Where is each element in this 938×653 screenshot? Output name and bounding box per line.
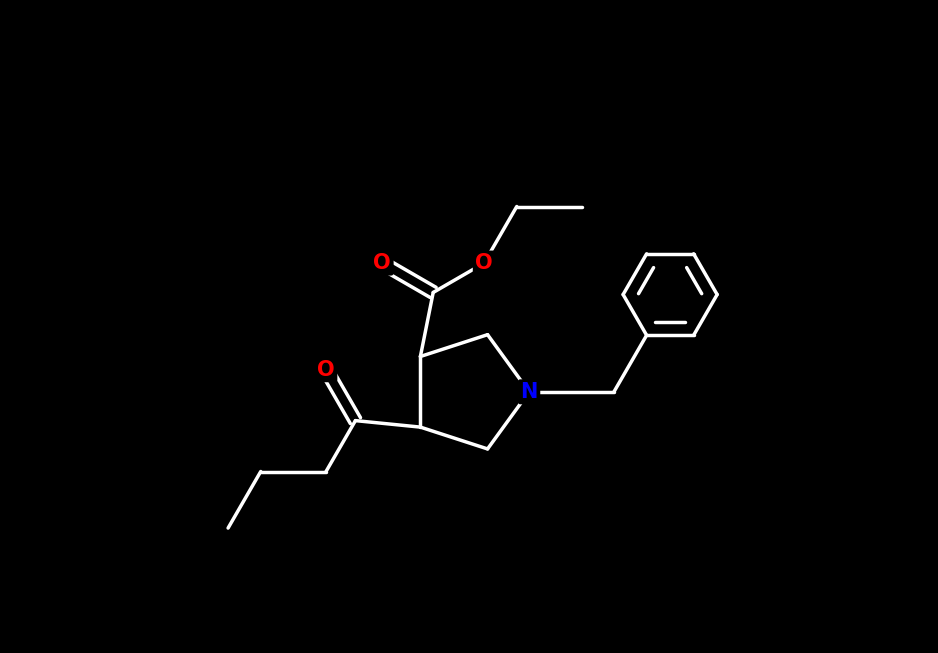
Text: O: O: [476, 253, 492, 273]
Text: O: O: [373, 253, 391, 273]
Text: N: N: [521, 382, 537, 402]
Text: O: O: [317, 360, 335, 379]
